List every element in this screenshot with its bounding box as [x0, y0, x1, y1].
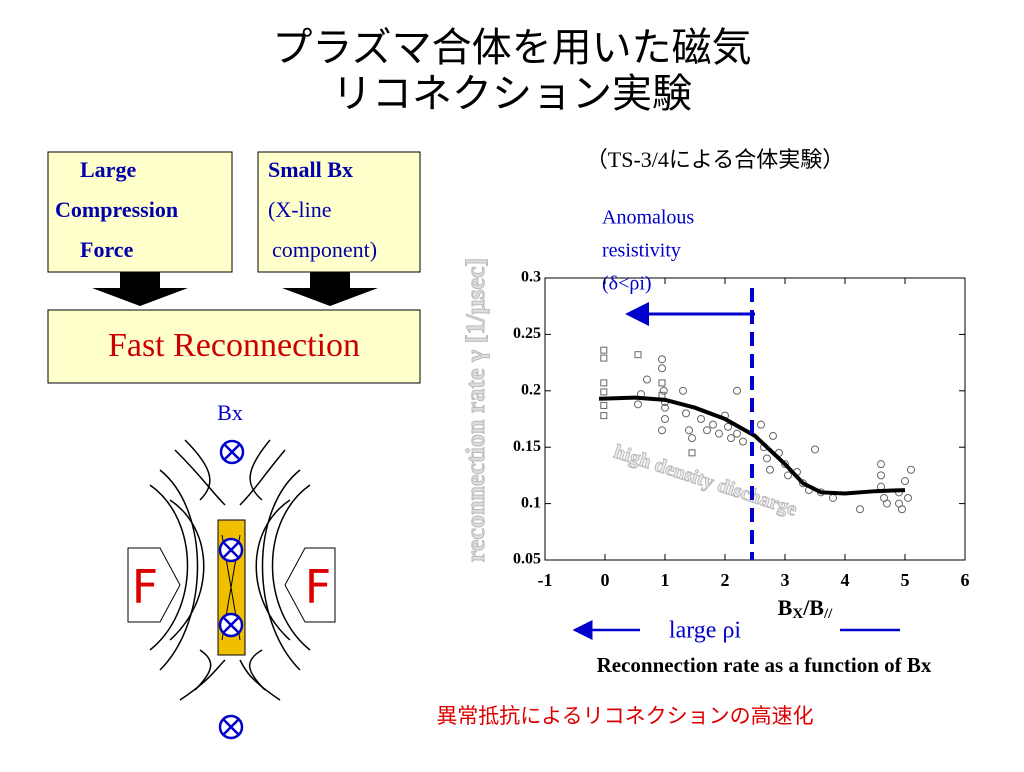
data-point — [658, 379, 666, 387]
data-point — [682, 409, 690, 418]
box — [47, 151, 233, 273]
x-tick-label: 6 — [961, 570, 970, 590]
data-point — [769, 431, 777, 440]
force-arrow — [284, 547, 336, 623]
data-point — [634, 400, 642, 409]
y-tick-label: 0.15 — [513, 438, 541, 455]
box-text: component) — [272, 237, 377, 262]
data-point — [703, 426, 711, 435]
x-tick-label: 0 — [601, 570, 610, 590]
data-point — [600, 354, 608, 362]
plot-frame — [544, 277, 966, 561]
y-tick-label: 0.1 — [521, 494, 541, 511]
data-point — [600, 388, 608, 396]
data-point — [600, 346, 608, 354]
data-point — [600, 401, 608, 409]
data-point — [757, 420, 765, 429]
data-point — [697, 415, 705, 423]
data-point — [904, 493, 912, 502]
data-point — [781, 460, 789, 469]
footer-text: 異常抵抗によるリコネクションの高速化 — [436, 704, 813, 728]
data-point — [661, 415, 669, 423]
data-point — [715, 429, 723, 438]
y-axis-label: reconnection rate γ [1/μsec] — [461, 258, 490, 562]
data-point — [763, 454, 771, 463]
y-tick-label: 0.3 — [521, 269, 541, 286]
box-text: Large — [80, 157, 136, 182]
data-point — [733, 429, 741, 438]
force-arrow — [127, 547, 181, 623]
y-tick-label: 0.25 — [513, 325, 541, 342]
data-point — [856, 505, 864, 514]
data-point — [883, 499, 891, 508]
data-point — [733, 386, 741, 395]
box-text: Fast Reconnection — [108, 327, 360, 364]
rho-label: large ρi — [669, 618, 742, 644]
data-point — [661, 403, 669, 412]
field-diagram — [149, 439, 311, 701]
data-point — [658, 426, 666, 435]
data-point — [877, 460, 885, 469]
data-point — [600, 412, 608, 420]
data-point — [679, 386, 687, 395]
x-tick-label: 4 — [841, 570, 850, 590]
data-point — [709, 420, 717, 429]
data-point — [829, 493, 837, 502]
data-point — [659, 386, 668, 395]
subtitle: （TS-3/4による合体実験） — [586, 147, 844, 172]
data-point — [685, 426, 693, 435]
box-text: (X-line — [268, 197, 332, 222]
data-point — [901, 477, 909, 486]
threshold-label: (δ<ρi) — [602, 273, 652, 295]
down-arrow — [92, 272, 188, 306]
x-tick-label: 2 — [721, 570, 730, 590]
data-point — [877, 471, 885, 480]
data-point — [643, 375, 651, 384]
threshold-label: resistivity — [602, 240, 681, 262]
data-point — [658, 364, 666, 373]
title-line: プラズマ合体を用いた磁気 — [272, 25, 751, 71]
data-point — [898, 505, 906, 514]
data-point — [766, 465, 774, 474]
y-tick-label: 0.05 — [513, 551, 541, 568]
data-point — [634, 351, 642, 359]
data-point — [784, 471, 792, 480]
out-of-plane-symbols — [218, 439, 245, 740]
x-tick-label: 1 — [661, 570, 670, 590]
x-tick-label: -1 — [538, 570, 553, 590]
box — [47, 309, 421, 384]
box-text: Compression — [55, 197, 178, 222]
data-point — [907, 465, 915, 474]
box-text: Force — [80, 237, 134, 262]
x-tick-label: 5 — [901, 570, 910, 590]
data-point — [739, 437, 747, 446]
x-label-part: B — [778, 595, 793, 620]
force-label: F — [305, 560, 331, 614]
x-label-part: /B — [802, 595, 824, 620]
down-arrow — [282, 272, 378, 306]
caption: Reconnection rate as a function of Bx — [597, 653, 932, 677]
x-label-part: X — [792, 606, 803, 622]
box-text: Small Bx — [268, 157, 353, 182]
x-tick-label: 3 — [781, 570, 790, 590]
threshold-label: Anomalous — [602, 207, 694, 229]
data-point — [688, 434, 696, 443]
bx-label: Bx — [217, 400, 243, 425]
box — [257, 151, 421, 273]
data-point — [658, 355, 666, 364]
force-label: F — [132, 560, 158, 614]
data-point — [811, 445, 819, 454]
x-axis-label: BX/B// — [778, 595, 833, 622]
data-point — [727, 434, 735, 443]
data-point — [688, 449, 696, 457]
fit-curve — [598, 395, 906, 496]
x-label-part: // — [823, 606, 833, 622]
title-line: リコネクション実験 — [332, 71, 692, 117]
y-tick-label: 0.2 — [521, 381, 541, 398]
data-point — [600, 379, 608, 387]
data-point — [724, 422, 732, 431]
